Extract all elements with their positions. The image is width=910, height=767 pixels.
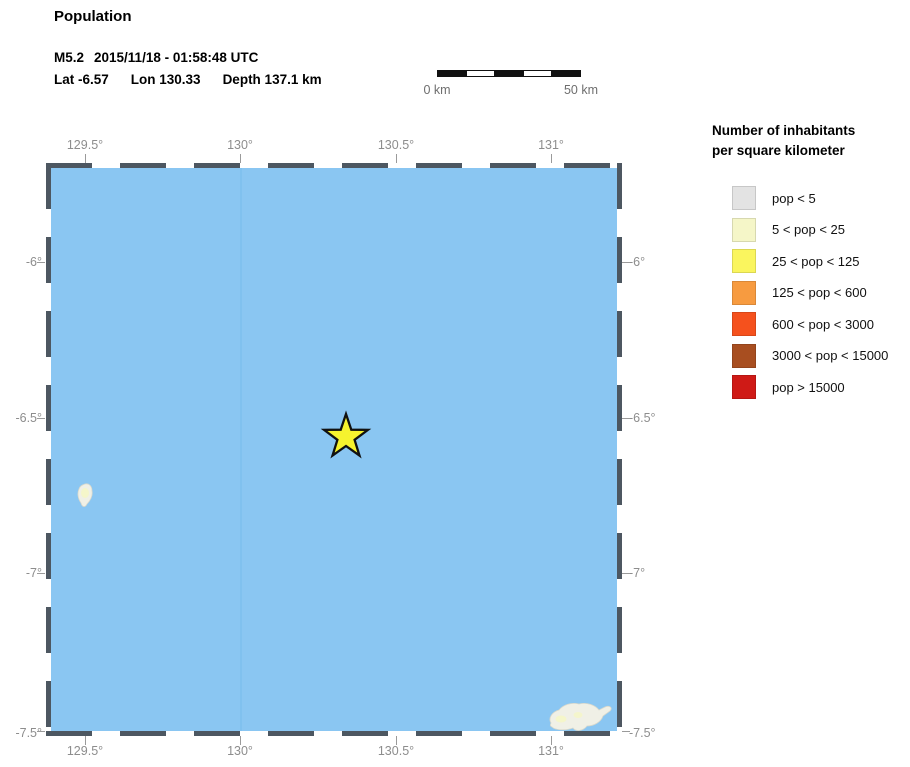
legend-row: 600 < pop < 3000 bbox=[732, 312, 910, 336]
axis-tick bbox=[396, 736, 397, 745]
axis-tick bbox=[85, 736, 86, 745]
meridian-gridline bbox=[240, 168, 242, 731]
lon-label-top: 129.5° bbox=[66, 138, 104, 152]
event-datetime: 2015/11/18 - 01:58:48 UTC bbox=[94, 50, 259, 65]
lon-label-top: 130° bbox=[227, 138, 253, 152]
event-info-line2: Lat -6.57 Lon 130.33 Depth 137.1 km bbox=[54, 72, 344, 87]
scale-label-end: 50 km bbox=[563, 83, 599, 97]
legend-swatch bbox=[732, 312, 756, 336]
large-island-patch bbox=[555, 715, 567, 723]
lat-label-right: -7° bbox=[629, 566, 646, 580]
axis-tick bbox=[37, 418, 45, 419]
axis-tick bbox=[551, 736, 552, 745]
axis-tick bbox=[622, 731, 630, 732]
scale-segment bbox=[552, 71, 580, 76]
lat-label-left: -6° bbox=[25, 255, 42, 269]
small-island bbox=[77, 483, 93, 507]
lat-label-right: -6° bbox=[629, 255, 646, 269]
event-lon: Lon 130.33 bbox=[130, 72, 201, 87]
legend-label: 25 < pop < 125 bbox=[772, 253, 860, 269]
scale-segment bbox=[465, 71, 496, 76]
legend-row: 3000 < pop < 15000 bbox=[732, 343, 910, 368]
page-title: Population bbox=[54, 8, 132, 25]
lon-label-bottom: 130.5° bbox=[377, 744, 415, 758]
event-info-line1: M5.2 2015/11/18 - 01:58:48 UTC bbox=[54, 50, 268, 65]
legend-swatch bbox=[732, 217, 756, 242]
scale-segment bbox=[522, 71, 553, 76]
epicenter-star-shape bbox=[320, 410, 372, 459]
map-frame-left bbox=[46, 163, 51, 736]
scale-segment bbox=[438, 71, 466, 76]
axis-tick bbox=[396, 154, 397, 163]
map-canvas bbox=[46, 163, 622, 736]
legend-row: pop > 15000 bbox=[732, 375, 910, 399]
map-scale-bar bbox=[437, 70, 581, 77]
axis-tick bbox=[551, 154, 552, 163]
lat-label-left: -7° bbox=[25, 566, 42, 580]
axis-tick bbox=[240, 154, 241, 163]
axis-tick bbox=[37, 731, 45, 732]
lon-label-top: 130.5° bbox=[377, 138, 415, 152]
legend-label: 600 < pop < 3000 bbox=[772, 316, 874, 332]
legend: Number of inhabitants per square kilomet… bbox=[712, 121, 910, 407]
legend-title-line1: Number of inhabitants bbox=[712, 123, 856, 138]
legend-row: pop < 5 bbox=[732, 186, 910, 210]
legend-swatch bbox=[732, 375, 756, 399]
axis-tick bbox=[37, 262, 45, 263]
map-frame-bottom bbox=[46, 731, 622, 736]
axis-tick bbox=[240, 736, 241, 745]
legend-row: 25 < pop < 125 bbox=[732, 249, 910, 273]
axis-tick bbox=[622, 262, 630, 263]
large-island bbox=[549, 702, 612, 731]
legend-swatch bbox=[732, 343, 756, 368]
ocean bbox=[51, 168, 617, 731]
lon-label-bottom: 130° bbox=[227, 744, 253, 758]
lat-label-left: -6.5° bbox=[15, 411, 42, 425]
event-lat: Lat -6.57 bbox=[54, 72, 109, 87]
axis-tick bbox=[85, 154, 86, 163]
map-frame-top bbox=[46, 163, 622, 168]
small-island-patch bbox=[81, 488, 89, 498]
lon-label-top: 131° bbox=[538, 138, 564, 152]
legend-label: 3000 < pop < 15000 bbox=[772, 348, 889, 363]
legend-label: 5 < pop < 25 bbox=[772, 222, 846, 237]
legend-row: 125 < pop < 600 bbox=[732, 280, 910, 305]
legend-items: pop < 5 5 < pop < 25 25 < pop < 125 125 … bbox=[712, 186, 910, 399]
axis-tick bbox=[622, 573, 630, 574]
legend-swatch bbox=[732, 186, 756, 210]
legend-label: 125 < pop < 600 bbox=[772, 285, 867, 300]
epicenter-star-icon bbox=[320, 410, 372, 459]
scale-label-start: 0 km bbox=[423, 83, 451, 97]
legend-label: pop > 15000 bbox=[772, 379, 845, 395]
axis-tick bbox=[37, 573, 45, 574]
lat-label-right: -6.5° bbox=[629, 411, 656, 425]
lat-label-left: -7.5° bbox=[15, 726, 42, 740]
legend-title-line2: per square kilometer bbox=[712, 143, 845, 158]
legend-swatch bbox=[732, 249, 756, 273]
large-island-patch bbox=[573, 712, 583, 718]
legend-row: 5 < pop < 25 bbox=[732, 217, 910, 242]
map-frame-right bbox=[617, 163, 622, 736]
legend-title: Number of inhabitants per square kilomet… bbox=[712, 121, 910, 161]
axis-tick bbox=[622, 418, 630, 419]
event-magnitude: M5.2 bbox=[54, 50, 85, 65]
scale-segment bbox=[495, 71, 523, 76]
legend-swatch bbox=[732, 280, 756, 305]
lat-label-right: -7.5° bbox=[629, 726, 656, 740]
lon-label-bottom: 131° bbox=[538, 744, 564, 758]
legend-label: pop < 5 bbox=[772, 190, 816, 206]
lon-label-bottom: 129.5° bbox=[66, 744, 104, 758]
event-depth: Depth 137.1 km bbox=[222, 72, 322, 87]
